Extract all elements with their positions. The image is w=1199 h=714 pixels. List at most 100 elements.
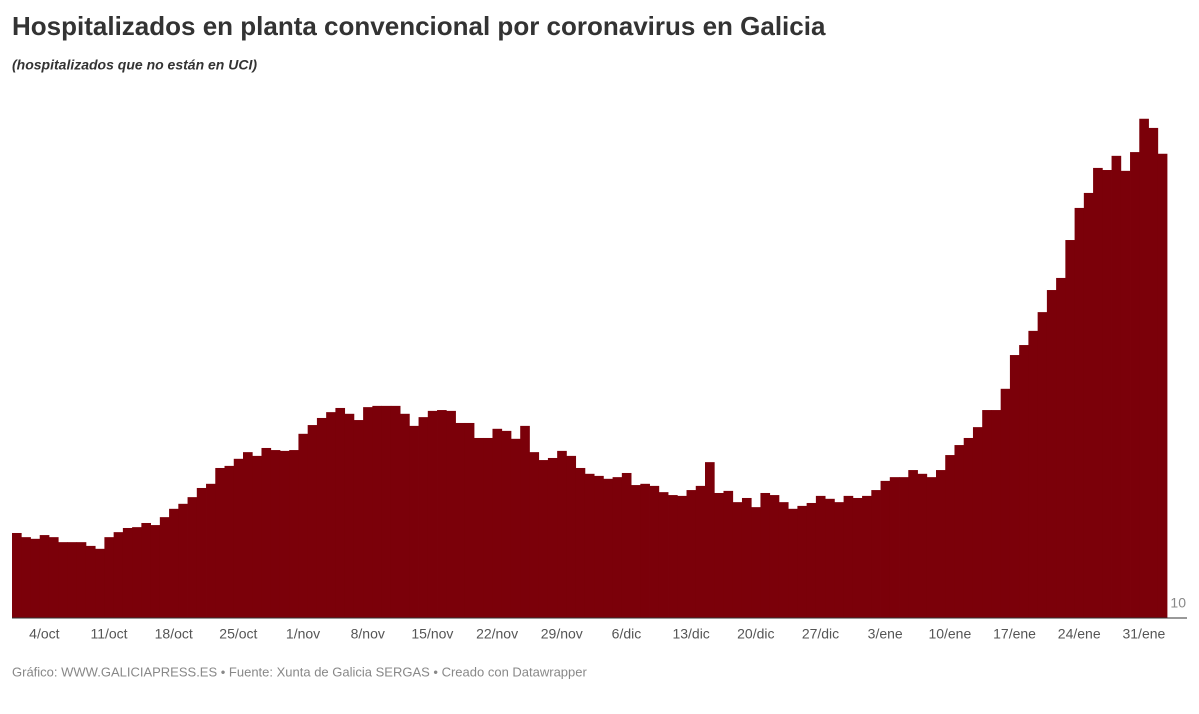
bar xyxy=(575,467,586,618)
bar xyxy=(400,413,410,618)
bar xyxy=(187,497,198,618)
bar xyxy=(557,450,567,618)
bar xyxy=(95,548,105,618)
x-tick-label: 24/ene xyxy=(1058,626,1101,642)
bar xyxy=(1037,312,1048,618)
bar xyxy=(1120,170,1131,618)
bar xyxy=(178,503,188,618)
bar xyxy=(529,452,540,618)
bar xyxy=(289,450,299,618)
bar xyxy=(751,507,761,618)
bar xyxy=(982,410,992,618)
bar xyxy=(658,492,669,618)
chart-subtitle: (hospitalizados que no están en UCI) xyxy=(12,57,257,73)
bar xyxy=(243,452,253,618)
bar xyxy=(335,407,346,618)
bar xyxy=(353,420,364,618)
bar xyxy=(760,492,771,618)
bar xyxy=(991,410,1002,618)
bar xyxy=(889,477,900,618)
bar xyxy=(390,405,401,618)
bar xyxy=(206,483,216,618)
bar xyxy=(640,483,650,618)
bar xyxy=(1093,167,1103,618)
bar xyxy=(852,497,863,618)
bar xyxy=(159,517,170,618)
bar xyxy=(880,480,891,618)
bar xyxy=(908,470,918,618)
bar xyxy=(150,525,161,618)
x-tick-label: 1/nov xyxy=(286,626,320,642)
bar xyxy=(501,430,512,618)
x-tick-label: 17/ene xyxy=(993,626,1036,642)
bar xyxy=(196,487,207,618)
bar xyxy=(76,542,87,618)
bar xyxy=(538,460,549,618)
footer: Gráfico: WWW.GALICIAPRESS.ES • Fuente: X… xyxy=(12,664,588,679)
bar xyxy=(1065,240,1075,618)
bar xyxy=(316,417,327,618)
bar xyxy=(686,490,697,618)
bar xyxy=(1111,155,1122,618)
bar xyxy=(732,502,743,618)
bar xyxy=(1000,388,1011,618)
bar xyxy=(741,497,752,618)
bar xyxy=(917,473,928,618)
x-tick-label: 10/ene xyxy=(928,626,971,642)
x-tick-label: 18/oct xyxy=(155,626,193,642)
bar xyxy=(871,490,881,618)
bar xyxy=(1148,127,1159,619)
x-tick-label: 25/oct xyxy=(219,626,257,642)
bar xyxy=(834,502,844,618)
bar xyxy=(649,485,660,618)
x-tick-label: 8/nov xyxy=(351,626,385,642)
x-tick-label: 15/nov xyxy=(411,626,453,642)
bar xyxy=(344,413,355,618)
bar xyxy=(455,422,466,618)
bar xyxy=(594,475,604,618)
x-tick-label: 20/dic xyxy=(737,626,774,642)
bar xyxy=(464,422,475,618)
bar xyxy=(1074,207,1085,619)
bar xyxy=(224,465,235,618)
bar xyxy=(926,477,937,618)
bar xyxy=(705,462,715,618)
bar xyxy=(547,457,558,618)
bar xyxy=(1157,153,1168,618)
bar xyxy=(603,478,613,618)
bar xyxy=(806,502,817,618)
bar xyxy=(1028,330,1039,618)
chart-title: Hospitalizados en planta convencional po… xyxy=(12,11,826,41)
bar xyxy=(510,438,521,618)
bar xyxy=(621,472,632,618)
bar xyxy=(1056,277,1066,618)
x-tick-label: 13/dic xyxy=(672,626,709,642)
x-tick-label: 4/oct xyxy=(29,626,59,642)
bar xyxy=(409,425,419,618)
x-tick-label: 3/ene xyxy=(868,626,903,642)
y-tick-label: 10 xyxy=(1170,595,1186,611)
bar xyxy=(381,405,392,618)
bar xyxy=(1102,170,1112,618)
bar xyxy=(21,537,31,618)
bar xyxy=(936,470,946,618)
bar xyxy=(85,545,96,618)
bar xyxy=(566,455,577,618)
bar xyxy=(169,508,179,618)
x-tick-label: 6/dic xyxy=(612,626,642,642)
bar xyxy=(483,437,493,618)
bar xyxy=(520,425,530,618)
bar xyxy=(363,407,373,618)
bar xyxy=(963,437,974,618)
bar xyxy=(631,485,641,618)
bar xyxy=(797,505,808,618)
bar xyxy=(778,502,789,618)
x-tick-label: 27/dic xyxy=(802,626,839,642)
bar xyxy=(612,477,623,618)
bar xyxy=(372,405,382,618)
bar xyxy=(1009,355,1020,618)
bar xyxy=(1019,345,1029,618)
bar xyxy=(233,458,244,618)
bar xyxy=(899,477,909,618)
